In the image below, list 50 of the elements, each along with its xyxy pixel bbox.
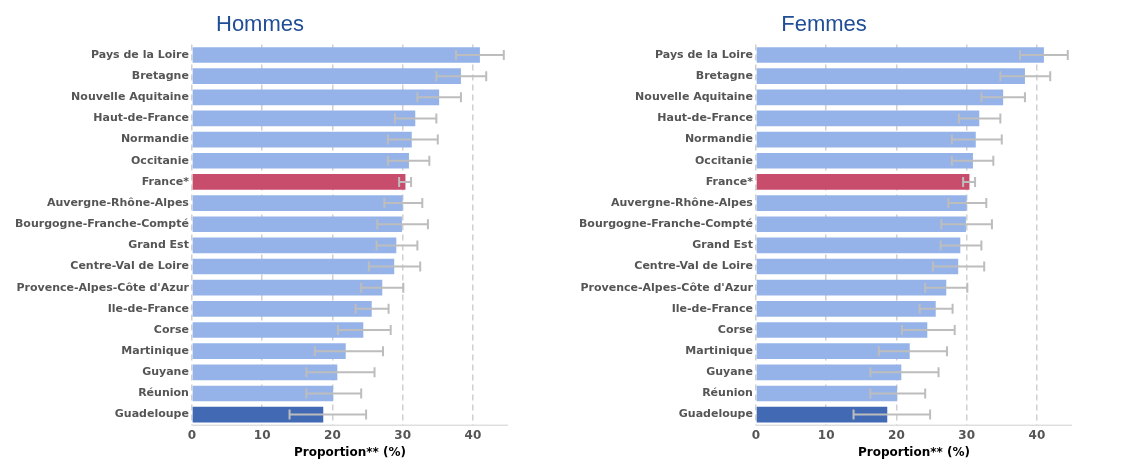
y-tick-label: Pays de la Loire xyxy=(655,47,753,61)
y-tick-label: Auvergne-Rhône-Alpes xyxy=(610,195,754,209)
y-tick-label: Normandie xyxy=(684,132,753,146)
y-tick-label: Normandie xyxy=(120,132,189,146)
y-tick-label: Nouvelle Aquitaine xyxy=(71,90,189,104)
y-tick-label: Réunion xyxy=(138,386,189,400)
y-tick-label: Martinique xyxy=(121,344,189,358)
chart-title: Hommes xyxy=(215,11,305,37)
x-tick-label: 20 xyxy=(324,427,341,442)
y-tick-label: Grand Est xyxy=(692,238,753,252)
chart-title: Femmes xyxy=(781,11,867,37)
y-tick-label: Occitanie xyxy=(131,153,189,167)
x-tick-label: 0 xyxy=(187,427,197,442)
y-tick-label: Ile-de-France xyxy=(107,301,189,315)
y-tick-label: Bretagne xyxy=(695,68,753,82)
y-tick-label: Centre-Val de Loire xyxy=(634,259,753,273)
y-tick-label: Provence-Alpes-Côte d'Azur xyxy=(580,280,754,294)
y-tick-label: Bourgogne-Franche-Compté xyxy=(14,217,189,231)
x-tick-label: 30 xyxy=(958,427,975,442)
y-tick-label: Guadeloupe xyxy=(114,407,189,421)
x-axis-title: Proportion** (%) xyxy=(857,444,970,459)
x-tick-label: 30 xyxy=(394,427,411,442)
y-tick-label: Corse xyxy=(717,322,753,336)
x-tick-label: 10 xyxy=(817,427,835,442)
x-tick-label: 10 xyxy=(253,427,271,442)
y-tick-label: Réunion xyxy=(702,386,753,400)
y-tick-label: Centre-Val de Loire xyxy=(70,259,189,273)
x-axis-title: Proportion** (%) xyxy=(293,444,406,459)
y-tick-label: Provence-Alpes-Côte d'Azur xyxy=(16,280,190,294)
y-tick-label: Occitanie xyxy=(695,153,753,167)
y-tick-label: Guyane xyxy=(706,365,753,379)
y-tick-label: Guadeloupe xyxy=(678,407,753,421)
x-tick-label: 0 xyxy=(751,427,761,442)
y-tick-label: Bretagne xyxy=(131,68,189,82)
x-tick-label: 20 xyxy=(888,427,905,442)
y-tick-label: Ile-de-France xyxy=(671,301,753,315)
y-tick-label: Corse xyxy=(153,322,189,336)
x-tick-label: 40 xyxy=(1028,427,1046,442)
y-tick-label: Haut-de-France xyxy=(657,111,753,125)
y-tick-label: Haut-de-France xyxy=(93,111,189,125)
y-tick-label: Grand Est xyxy=(128,238,189,252)
y-tick-label: France* xyxy=(141,174,190,188)
y-tick-label: France* xyxy=(705,174,754,188)
y-tick-label: Martinique xyxy=(685,344,753,358)
y-tick-label: Pays de la Loire xyxy=(91,47,189,61)
y-tick-label: Nouvelle Aquitaine xyxy=(635,90,753,104)
x-tick-label: 40 xyxy=(464,427,482,442)
y-tick-label: Guyane xyxy=(142,365,189,379)
y-tick-label: Auvergne-Rhône-Alpes xyxy=(46,195,190,209)
y-tick-label: Bourgogne-Franche-Compté xyxy=(578,217,753,231)
